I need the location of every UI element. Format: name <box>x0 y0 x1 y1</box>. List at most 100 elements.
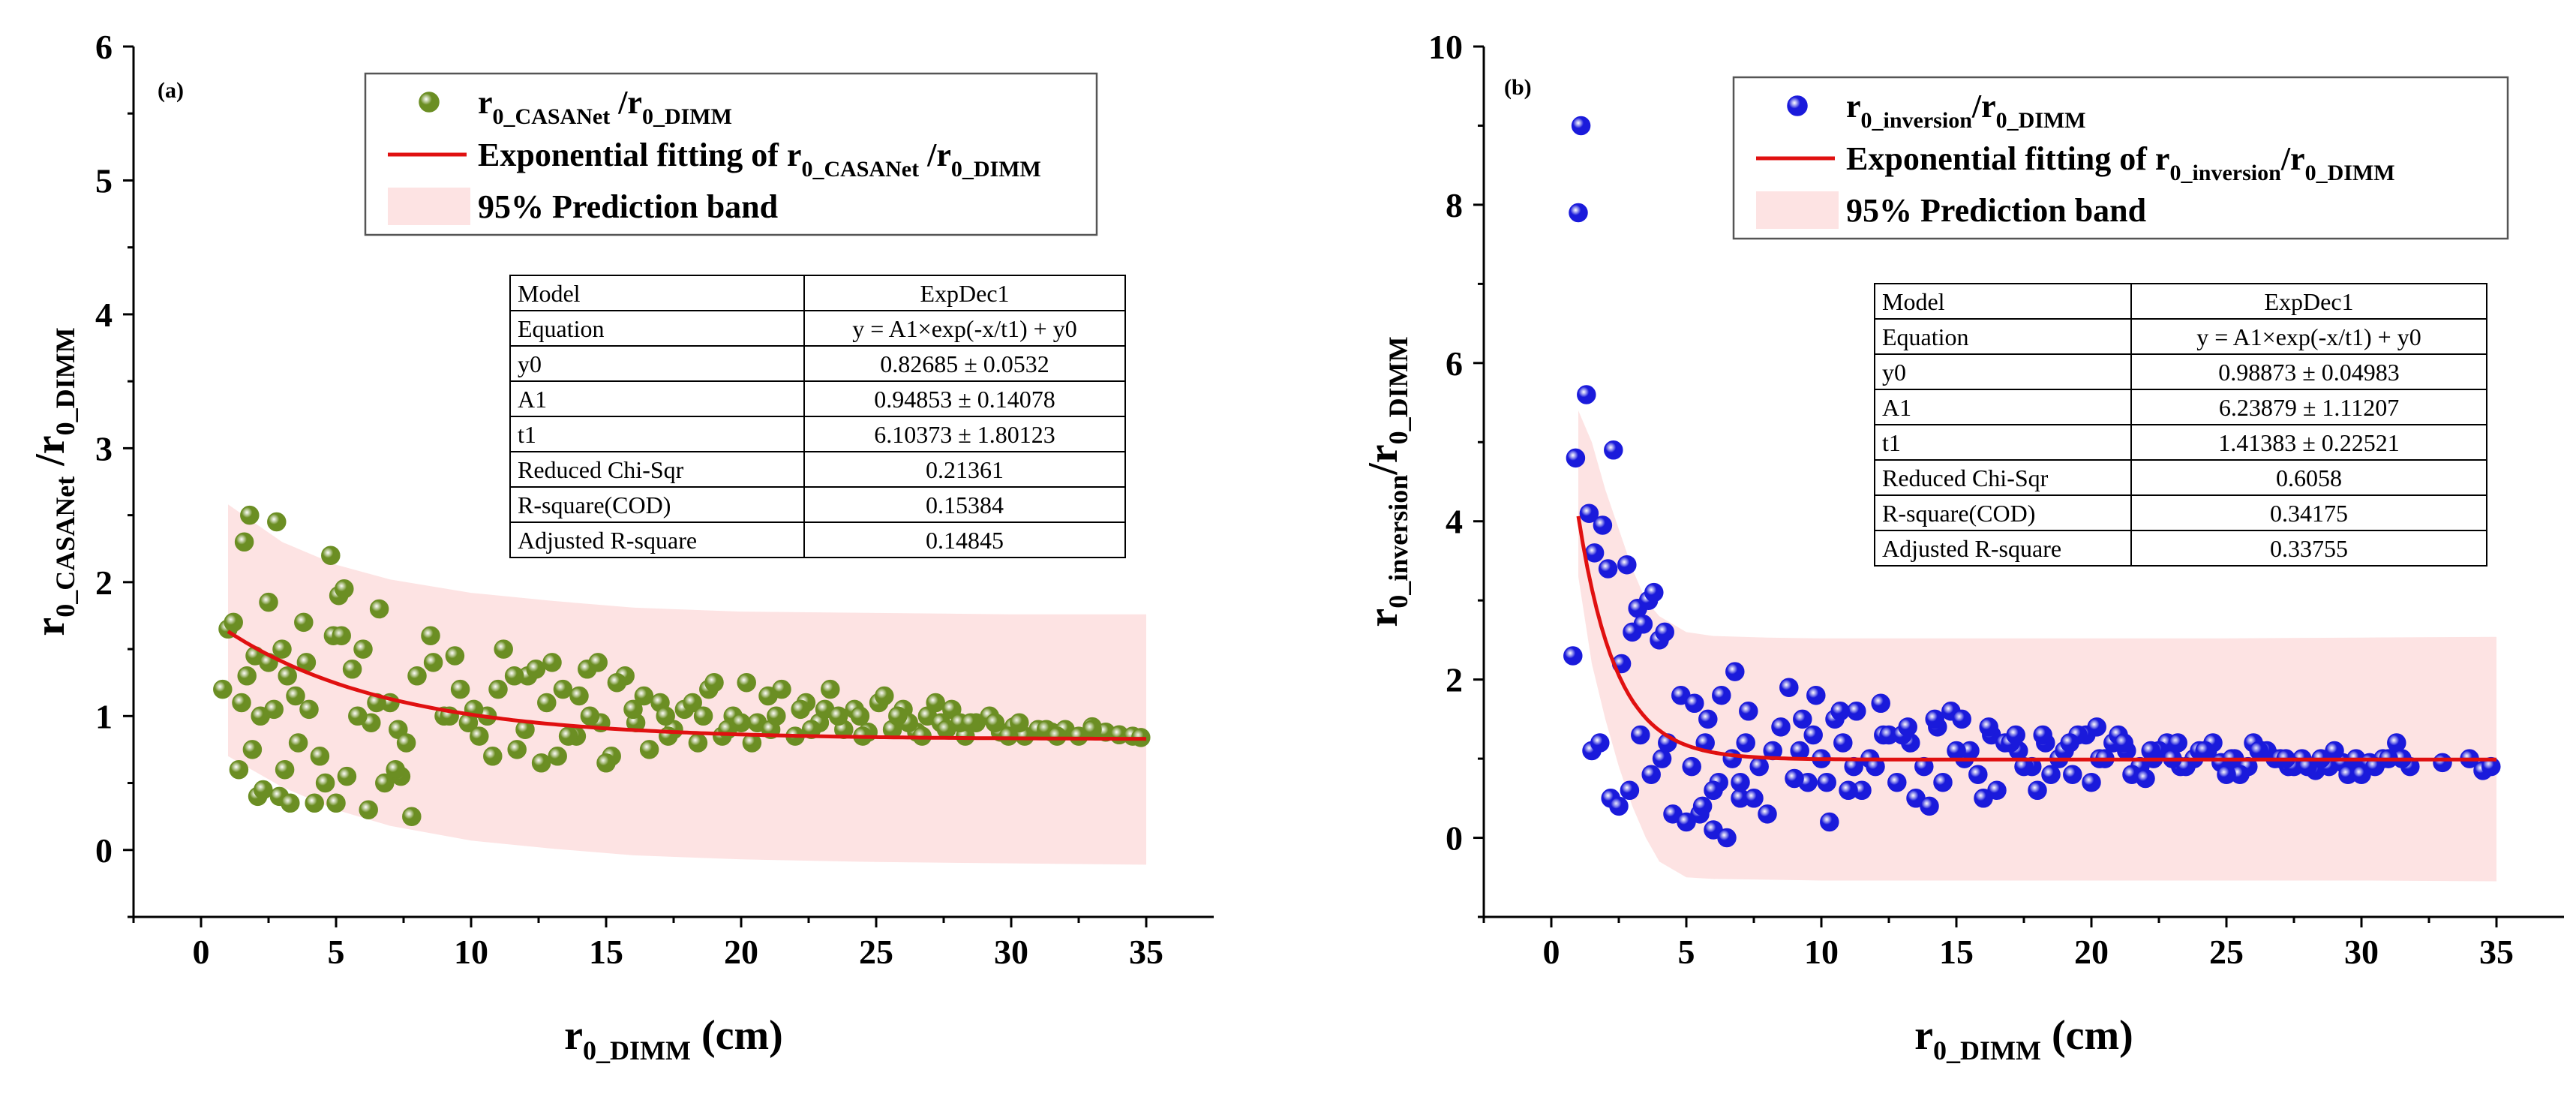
data-point <box>1698 709 1718 729</box>
data-point <box>737 672 756 693</box>
table-cell <box>509 345 805 382</box>
table-row-value: 0.21361 <box>926 456 1004 483</box>
data-point <box>537 693 557 713</box>
x-tick-label: 20 <box>724 933 758 971</box>
table-cell <box>2130 459 2487 496</box>
table-row-value: ExpDec1 <box>2264 288 2353 315</box>
legend-scatter-label: r0_CASANet /r0_DIMM <box>478 84 732 129</box>
data-point <box>278 666 297 686</box>
table-row-value: 0.98873 ± 0.04983 <box>2218 359 2400 386</box>
table-row-value: 1.41383 ± 0.22521 <box>2218 429 2400 456</box>
table-cell <box>803 345 1126 382</box>
data-point <box>526 660 546 679</box>
table-cell <box>803 451 1126 488</box>
table-cell <box>1874 283 2132 320</box>
table-row-value: 6.23879 ± 1.11207 <box>2219 394 2399 421</box>
data-point <box>286 686 305 706</box>
data-point <box>2352 765 2371 784</box>
data-point <box>1682 756 1701 777</box>
x-tick-label: 5 <box>328 933 345 971</box>
y-tick-label: 10 <box>1428 28 1463 66</box>
data-point <box>1566 448 1586 468</box>
table-row-label: R-square(COD) <box>1882 500 2035 527</box>
table-cell <box>803 521 1126 558</box>
data-point <box>1685 693 1704 714</box>
data-point <box>1579 503 1599 523</box>
table-row-label: Equation <box>1882 323 1969 350</box>
data-point <box>1652 749 1672 768</box>
data-point <box>2433 753 2452 773</box>
data-point <box>294 612 314 633</box>
table-cell <box>1874 459 2132 496</box>
x-tick-label: 10 <box>454 933 488 971</box>
data-point <box>2141 741 2160 761</box>
data-point <box>1577 385 1596 404</box>
data-point <box>326 793 346 813</box>
data-point <box>1641 765 1661 784</box>
table-row-value: 0.33755 <box>2270 535 2348 562</box>
data-point <box>1793 709 1812 729</box>
data-point <box>596 753 616 773</box>
y-tick-label: 2 <box>1446 661 1463 699</box>
data-point <box>2082 772 2101 792</box>
data-point <box>1739 702 1758 721</box>
table-row-label: A1 <box>1882 394 1911 421</box>
data-point <box>348 706 368 726</box>
data-point <box>2041 765 2061 784</box>
data-point <box>264 699 284 720</box>
table-row-value: 0.82685 ± 0.0532 <box>880 350 1049 377</box>
data-point <box>2136 768 2155 789</box>
data-point <box>926 693 945 713</box>
data-point <box>688 733 708 753</box>
data-point <box>267 512 287 532</box>
data-point <box>1604 440 1623 460</box>
data-point <box>1898 717 1917 737</box>
table-cell <box>2130 389 2487 425</box>
panel-label: (b) <box>1504 75 1532 100</box>
data-point <box>1779 678 1799 697</box>
legend: r0_inversion/r0_DIMM Exponential fitting … <box>1732 76 2509 240</box>
data-point <box>2028 780 2047 801</box>
data-point <box>1820 812 1839 832</box>
x-tick-label: 10 <box>1804 933 1839 971</box>
data-point <box>875 686 894 706</box>
data-point <box>232 693 251 713</box>
y-tick-label: 0 <box>1446 819 1463 858</box>
data-point <box>1047 726 1067 746</box>
data-point <box>224 612 243 633</box>
y-axis-title-group: r0_inversion/r0_DIMM <box>1360 336 1413 627</box>
data-point <box>1744 789 1764 808</box>
data-point <box>791 699 810 720</box>
data-point <box>1979 717 1998 737</box>
data-point <box>259 592 278 612</box>
data-point <box>342 660 362 679</box>
y-axis-title: r0_inversion/r0_DIMM <box>1360 336 1413 627</box>
x-tick-label: 25 <box>2209 933 2244 971</box>
legend-band-swatch <box>388 188 470 225</box>
y-tick-label: 1 <box>95 697 113 735</box>
y-tick-label: 6 <box>1446 344 1463 383</box>
data-point <box>828 706 848 726</box>
data-point <box>639 740 659 759</box>
y-tick-label: 5 <box>95 161 113 200</box>
data-point <box>275 759 295 780</box>
data-point <box>353 639 373 659</box>
data-point <box>1598 559 1618 579</box>
table-cell <box>509 416 805 452</box>
data-point <box>821 679 840 699</box>
data-point <box>1947 741 1966 761</box>
table-cell <box>2130 424 2487 461</box>
table-cell <box>1874 353 2132 390</box>
table-row-value: y = A1×exp(-x/t1) + y0 <box>852 315 1076 342</box>
data-point <box>2006 725 2025 745</box>
data-point <box>1631 725 1650 745</box>
data-point <box>2481 756 2501 777</box>
data-point <box>588 653 608 672</box>
table-row-label: Equation <box>518 315 605 342</box>
data-point <box>704 672 724 693</box>
data-point <box>1571 116 1591 136</box>
fit-statistics-table: Model ExpDec1 Equation y = A1×exp(-x/t1) + … <box>509 275 1126 558</box>
data-point <box>542 653 562 672</box>
data-point <box>1082 720 1102 739</box>
data-point <box>569 686 589 706</box>
